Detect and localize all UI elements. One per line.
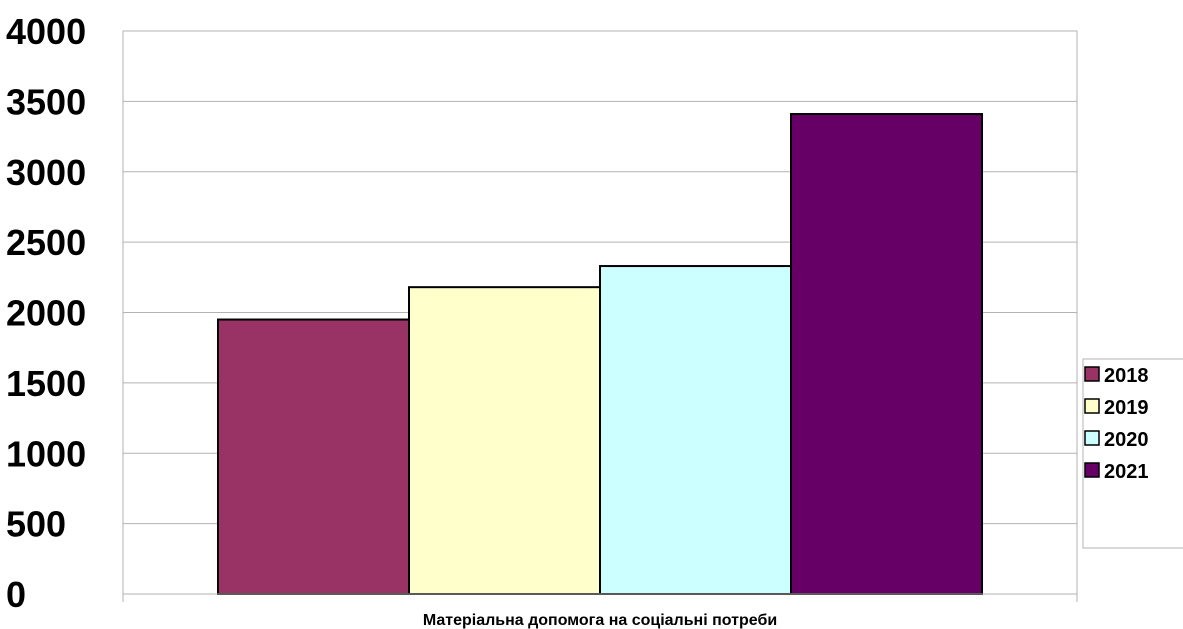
y-tick-label: 4000 xyxy=(6,11,86,52)
y-tick-label: 3500 xyxy=(6,81,86,122)
legend-label-2019: 2019 xyxy=(1104,397,1149,419)
y-tick-label: 1500 xyxy=(6,363,86,404)
bar-2021 xyxy=(790,113,983,595)
y-tick-label: 2500 xyxy=(6,222,86,263)
legend-swatch-2019 xyxy=(1084,398,1100,414)
legend-swatch-2020 xyxy=(1084,430,1100,446)
axes xyxy=(122,593,1078,602)
legend-label-2020: 2020 xyxy=(1104,429,1149,451)
bar-2020 xyxy=(599,265,792,595)
bars xyxy=(217,113,983,595)
legend-swatch-2018 xyxy=(1084,366,1100,382)
y-tick-labels: 0 500 1000 1500 2000 2500 3000 3500 4000 xyxy=(6,11,86,615)
bar-2018 xyxy=(217,318,410,595)
legend-label-2021: 2021 xyxy=(1104,461,1149,483)
y-tick-label: 3000 xyxy=(6,152,86,193)
legend-swatch-2021 xyxy=(1084,462,1100,478)
y-tick-label: 500 xyxy=(6,504,66,545)
y-tick-label: 2000 xyxy=(6,293,86,334)
legend: 2018 2019 2020 2021 xyxy=(1082,358,1183,549)
category-label: Матеріальна допомога на соціальні потреб… xyxy=(423,612,777,629)
bar-2019 xyxy=(408,286,601,595)
y-tick-label: 1000 xyxy=(6,433,86,474)
legend-label-2018: 2018 xyxy=(1104,365,1149,387)
legend-box xyxy=(1082,358,1183,549)
y-tick-label: 0 xyxy=(6,574,26,615)
